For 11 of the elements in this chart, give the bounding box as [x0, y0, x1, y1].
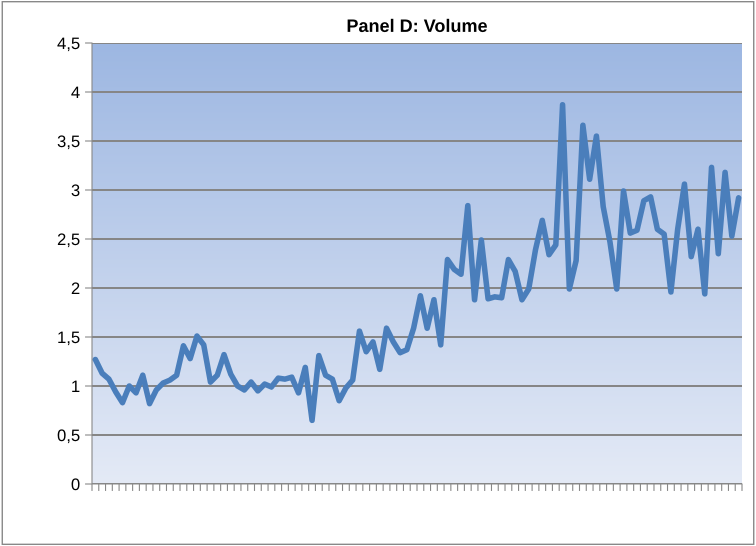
y-tick-label: 4 [71, 86, 80, 98]
y-tick-label: 0 [72, 478, 80, 490]
y-tick-label: 2,5 [58, 233, 80, 248]
y-tick-label: 1,5 [58, 332, 80, 346]
y-tick-label: 0,5 [58, 429, 80, 444]
chart-title: Panel D: Volume [348, 18, 487, 32]
y-tick-label: 3,5 [58, 135, 80, 150]
y-tick-label: 3 [72, 184, 80, 196]
y-tick-label: 4,5 [57, 38, 80, 52]
y-tick-label: 2 [72, 282, 80, 294]
y-tick-label: 1 [72, 380, 80, 392]
